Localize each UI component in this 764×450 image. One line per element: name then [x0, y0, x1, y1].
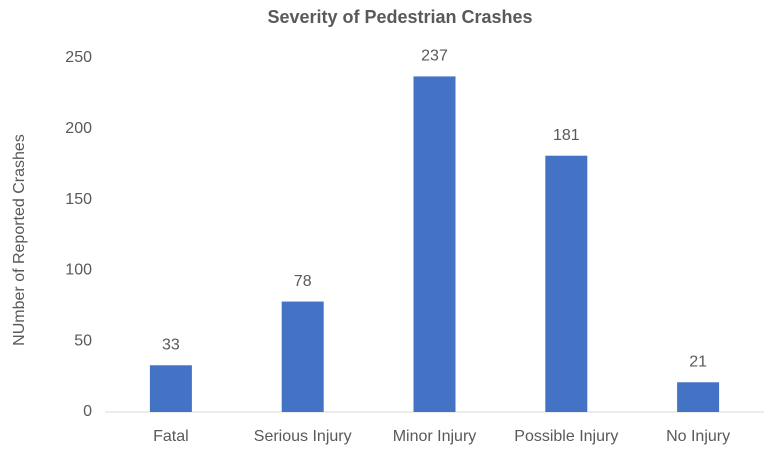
- x-tick-label: Minor Injury: [393, 428, 477, 445]
- data-label: 237: [421, 48, 448, 65]
- x-tick-label: Fatal: [153, 428, 189, 445]
- bar: [149, 365, 192, 412]
- data-label: 33: [162, 336, 180, 353]
- data-label: 78: [294, 273, 312, 290]
- bar: [545, 155, 588, 413]
- chart-title: Severity of Pedestrian Crashes: [267, 7, 532, 27]
- y-tick-label: 100: [65, 262, 92, 279]
- bar: [413, 76, 456, 413]
- y-tick-label: 200: [65, 120, 92, 137]
- y-tick-label: 0: [83, 403, 92, 420]
- data-label: 181: [553, 127, 580, 144]
- y-axis-label: NUmber of Reported Crashes: [11, 134, 28, 346]
- x-tick-label: No Injury: [666, 428, 730, 445]
- y-tick-label: 150: [65, 191, 92, 208]
- x-tick-label: Serious Injury: [254, 428, 352, 445]
- y-tick-label: 250: [65, 49, 92, 66]
- bar: [677, 382, 720, 412]
- bar: [281, 301, 324, 412]
- y-tick-label: 50: [74, 332, 92, 349]
- data-label: 21: [689, 353, 707, 370]
- x-tick-label: Possible Injury: [514, 428, 618, 445]
